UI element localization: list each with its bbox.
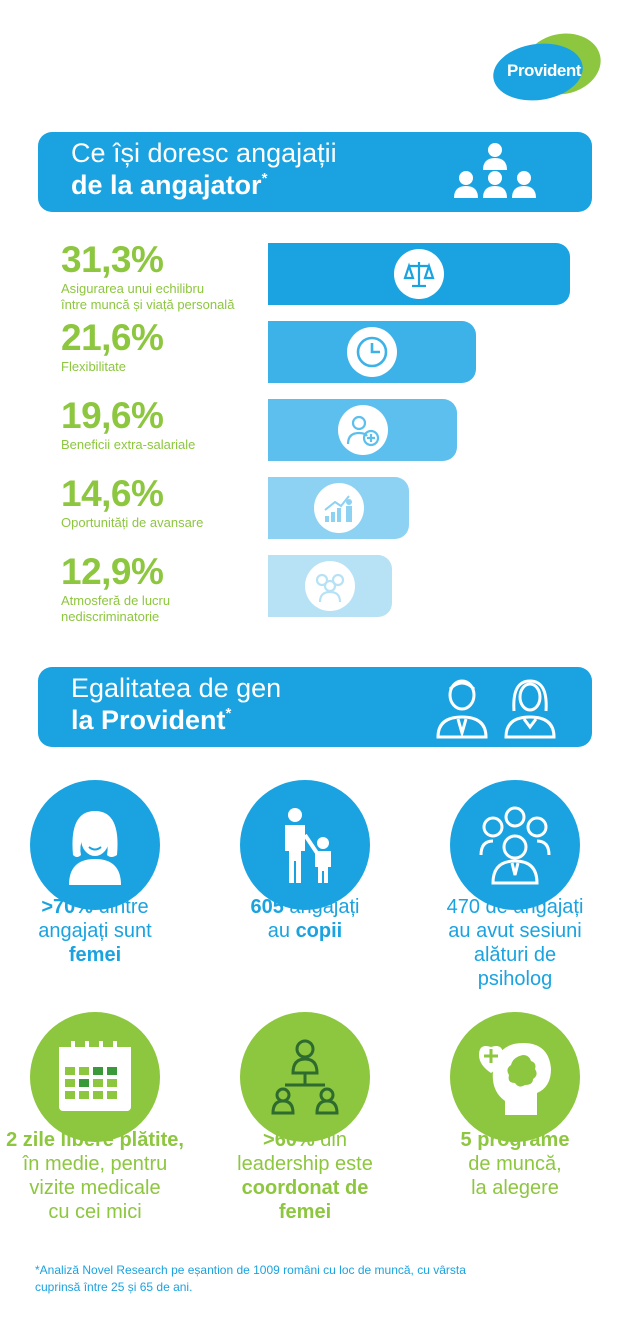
group-icon xyxy=(305,561,355,611)
stat-circle xyxy=(450,1012,580,1142)
man-icon xyxy=(436,679,488,739)
footnote-star: * xyxy=(225,705,232,722)
stat-text: 5 programe de muncă, la alegere xyxy=(460,1129,570,1199)
woman-face-icon xyxy=(69,811,121,885)
section2-banner: Egalitatea de gen la Provident* xyxy=(38,667,592,747)
parent-child-icon xyxy=(285,808,331,883)
bar xyxy=(268,243,570,305)
stat-text: 605 angajați au copii xyxy=(250,896,360,942)
value-label: 19,6% xyxy=(61,395,164,436)
team-icon xyxy=(479,806,551,885)
value-label: 12,9% xyxy=(61,551,164,592)
section2-title-line1: Egalitatea de gen xyxy=(71,673,282,703)
stat-text: >60% din leadership este coordonat de feme… xyxy=(237,1129,373,1223)
bar xyxy=(268,555,392,617)
category-label: Asigurarea unui echilibru între muncă și … xyxy=(61,281,235,312)
growth-chart-icon xyxy=(314,483,364,533)
stat-circle xyxy=(30,1012,160,1142)
category-label: Atmosferă de lucru nediscriminatorie xyxy=(61,593,171,624)
bar xyxy=(268,399,457,461)
stat-circle xyxy=(240,780,370,910)
value-label: 14,6% xyxy=(61,473,164,514)
category-label: Flexibilitate xyxy=(61,359,127,374)
leadership-icon xyxy=(271,1039,339,1115)
bar xyxy=(268,321,476,383)
value-label: 21,6% xyxy=(61,317,164,358)
footnote-line: *Analiză Novel Research pe eșantion de 1… xyxy=(35,1263,466,1277)
section2-title-line2: la Provident* xyxy=(71,705,232,735)
logo-text: Provident xyxy=(507,61,581,80)
provident-logo: Provident xyxy=(489,26,607,106)
category-label: Beneficii extra-salariale xyxy=(61,437,196,452)
section1-title-line2: de la angajator* xyxy=(71,170,268,200)
people-group-icon xyxy=(454,143,536,198)
stat-circle xyxy=(30,780,160,910)
stat-circle xyxy=(240,1012,370,1142)
stat-text: 470 de angajați au avut sesiuni alături de… xyxy=(446,896,584,990)
footnote: *Analiză Novel Research pe eșantion de 1… xyxy=(35,1262,595,1296)
stat-text: >70% dintre angajați sunt femei xyxy=(38,896,152,966)
value-label: 31,3% xyxy=(61,239,164,280)
bar xyxy=(268,477,409,539)
footnote-star: * xyxy=(261,170,268,187)
mental-health-icon xyxy=(479,1043,551,1115)
person-plus-icon xyxy=(338,405,388,455)
section1-banner: Ce își doresc angajații de la angajator* xyxy=(38,132,592,212)
calendar-icon xyxy=(59,1041,131,1111)
stat-text: 2 zile libere plătite, în medie, pentru vi… xyxy=(6,1129,184,1223)
section1-title-line1: Ce își doresc angajații xyxy=(71,138,337,168)
woman-icon xyxy=(504,679,556,739)
category-label: Oportunități de avansare xyxy=(61,515,204,530)
stat-circle xyxy=(450,780,580,910)
footnote-line: cuprinsă între 25 și 65 de ani. xyxy=(35,1280,193,1294)
scales-icon xyxy=(394,249,444,299)
clock-icon xyxy=(347,327,397,377)
